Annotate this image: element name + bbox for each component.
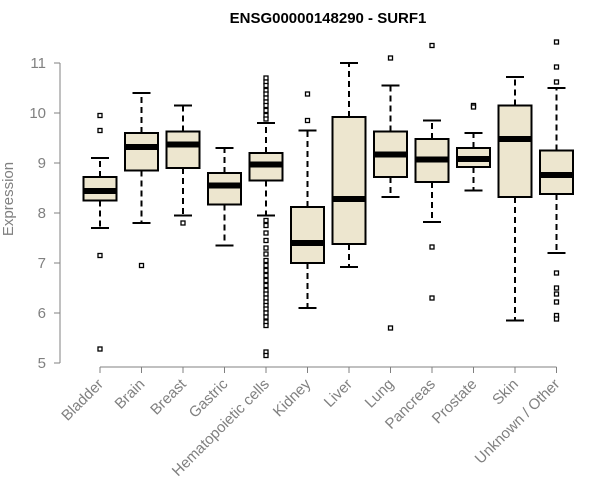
box-9 — [456, 102, 491, 192]
outlier-2-0 — [180, 220, 186, 226]
outlier-4-2 — [263, 82, 269, 89]
iqr-box-2 — [165, 130, 201, 169]
outlier-11-3 — [553, 270, 560, 276]
outlier-11-0 — [553, 39, 560, 45]
y-tick-label-9: 9 — [38, 155, 46, 172]
box-1 — [124, 92, 159, 269]
outlier-5-1 — [304, 117, 311, 124]
iqr-box-10 — [497, 104, 533, 198]
box-2 — [165, 104, 201, 226]
chart-title: ENSG00000148290 - SURF1 — [230, 10, 427, 27]
box-10 — [497, 76, 533, 322]
outlier-4-17 — [263, 257, 269, 264]
y-tick-label-8: 8 — [38, 205, 46, 222]
outlier-0-3 — [97, 346, 103, 352]
outlier-4-30 — [263, 314, 269, 320]
box-5 — [290, 91, 325, 309]
y-axis-label: Expression — [0, 162, 17, 236]
x-tick-label-6: Liver — [321, 376, 356, 411]
box-7 — [373, 55, 408, 331]
outlier-11-6 — [553, 299, 560, 305]
outlier-4-15 — [263, 245, 269, 251]
box-4 — [248, 75, 284, 359]
outlier-0-0 — [97, 112, 103, 119]
iqr-box-6 — [331, 116, 367, 245]
outlier-5-0 — [304, 91, 311, 97]
outlier-4-18 — [263, 262, 269, 269]
x-tick-label-5: Kidney — [270, 375, 315, 420]
outlier-1-0 — [138, 262, 145, 269]
box-0 — [82, 112, 118, 352]
outlier-8-0 — [429, 42, 435, 49]
x-tick-label-7: Lung — [362, 376, 398, 412]
y-tick-label-11: 11 — [30, 55, 46, 72]
box-11 — [539, 39, 574, 322]
outlier-11-1 — [553, 64, 560, 70]
x-tick-label-10: Skin — [489, 376, 522, 409]
y-axis: 5 6 7 8 9 10 11 — [29, 55, 61, 372]
outlier-0-1 — [97, 127, 103, 134]
outlier-11-8 — [553, 316, 560, 322]
x-tick-label-0: Bladder — [58, 376, 107, 425]
outlier-4-10 — [263, 116, 269, 122]
outlier-4-22 — [263, 282, 269, 289]
y-tick-label-5: 5 — [38, 355, 46, 372]
y-tick-label-6: 6 — [38, 305, 46, 322]
y-tick-label-7: 7 — [38, 255, 46, 272]
outlier-8-2 — [429, 295, 435, 301]
x-tick-label-9: Prostate — [429, 376, 481, 428]
iqr-box-5 — [290, 206, 325, 264]
outlier-7-1 — [387, 325, 394, 331]
outlier-0-2 — [97, 252, 103, 259]
outlier-4-16 — [263, 251, 269, 257]
outlier-11-4 — [553, 285, 560, 291]
outlier-11-2 — [553, 79, 560, 85]
outlier-4-32 — [263, 322, 269, 329]
x-tick-label-2: Breast — [147, 375, 190, 418]
x-tick-label-1: Brain — [112, 376, 149, 413]
outlier-4-7 — [263, 102, 269, 109]
box-6 — [331, 62, 367, 268]
outlier-4-12 — [263, 222, 269, 229]
outlier-7-0 — [387, 55, 394, 61]
box-8 — [414, 42, 450, 301]
outlier-4-34 — [263, 352, 269, 359]
outlier-11-5 — [553, 291, 560, 297]
outlier-4-21 — [263, 277, 269, 284]
outlier-4-13 — [263, 230, 269, 236]
outlier-4-14 — [263, 237, 269, 244]
outlier-4-19 — [263, 267, 269, 274]
y-tick-label-10: 10 — [29, 105, 46, 122]
box-3 — [207, 147, 242, 247]
outlier-4-8 — [263, 107, 269, 114]
outlier-4-11 — [263, 217, 269, 224]
outlier-9-1 — [470, 104, 477, 110]
boxes — [82, 39, 574, 359]
outlier-8-1 — [429, 244, 435, 250]
iqr-box-3 — [207, 172, 242, 206]
iqr-box-1 — [124, 132, 159, 172]
outlier-4-20 — [263, 272, 269, 279]
